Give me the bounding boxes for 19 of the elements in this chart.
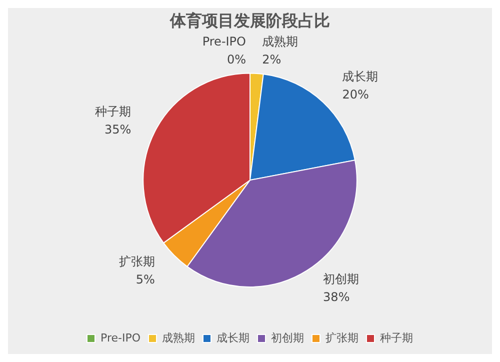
slice-label: 种子期 xyxy=(95,104,132,119)
data-label: 38% xyxy=(323,290,350,304)
legend-label: 种子期 xyxy=(380,331,413,344)
legend-label: 初创期 xyxy=(270,331,304,344)
data-label: 5% xyxy=(136,272,155,286)
data-label: 35% xyxy=(104,122,132,137)
text: 0% xyxy=(226,52,246,66)
legend-label: 成长期 xyxy=(216,331,250,344)
slice-label: 成熟期 xyxy=(262,34,298,49)
legend-label: 成熟期 xyxy=(162,331,195,344)
slice-label: 扩张期 xyxy=(118,254,155,268)
legend-label: 扩张期 xyxy=(325,331,358,344)
data-label: 20% xyxy=(342,87,369,102)
slice-label: 初创期 xyxy=(323,272,360,286)
legend-label: Pre-IPO xyxy=(100,331,141,344)
data-label: 2% xyxy=(262,52,282,67)
slice-label: 成长期 xyxy=(342,69,378,84)
chart-title: 体育项目发展阶段占比 xyxy=(169,10,330,30)
category-label: Pre-IPO xyxy=(202,34,246,48)
